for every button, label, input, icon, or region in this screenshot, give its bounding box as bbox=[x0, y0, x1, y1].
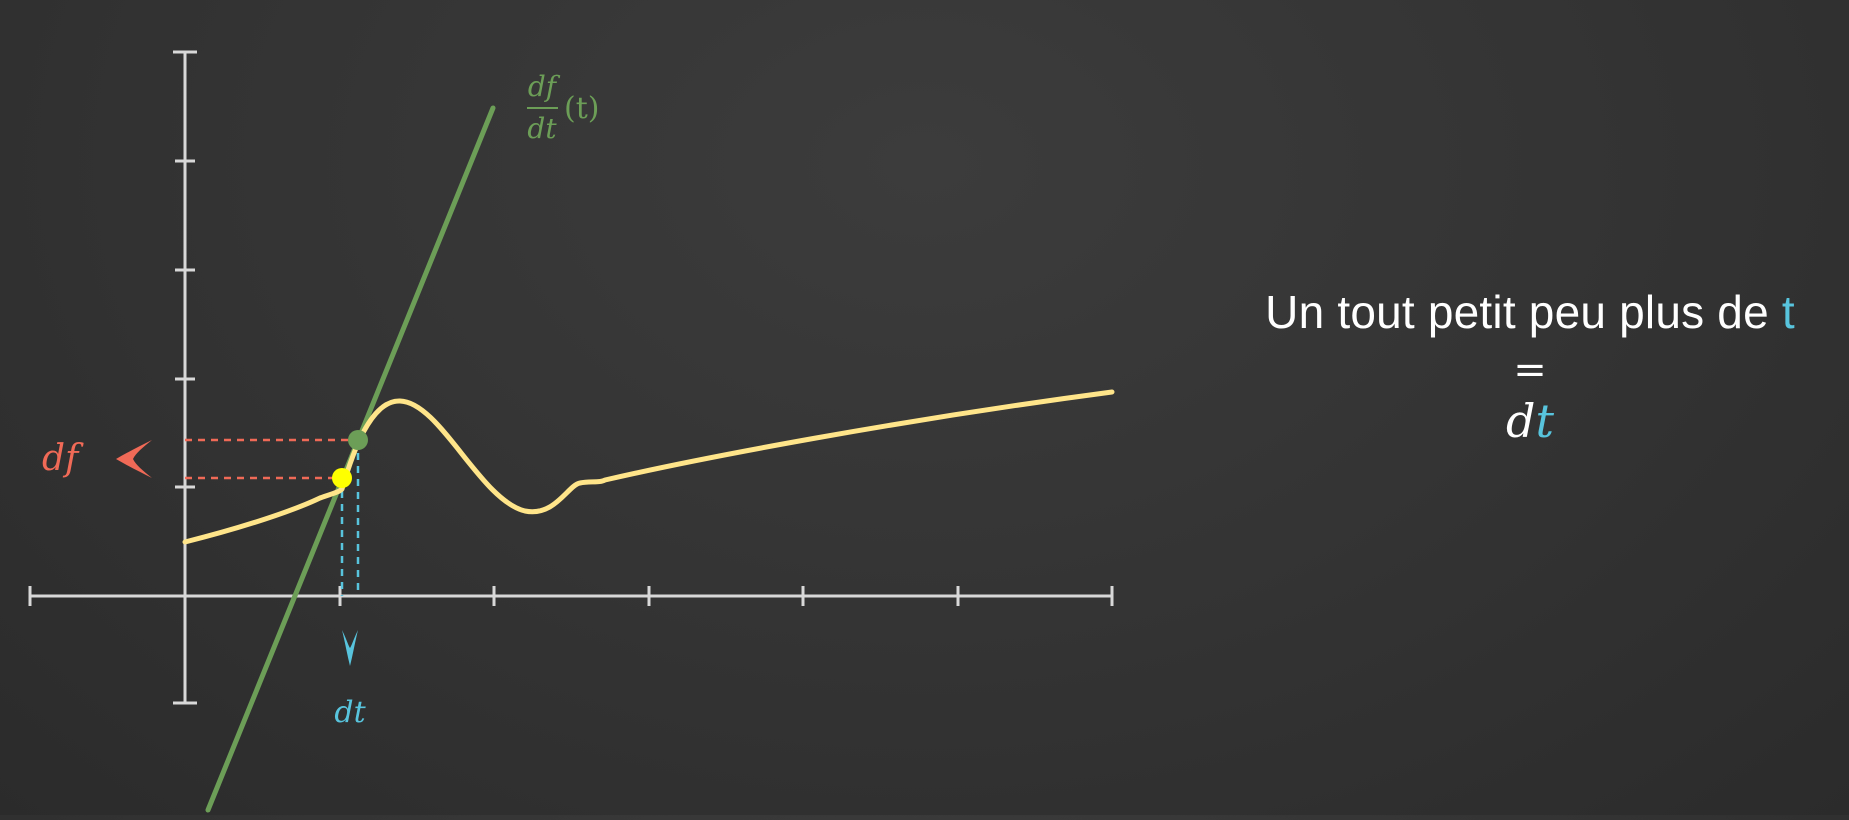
caption-prefix: Un tout petit peu plus de bbox=[1265, 286, 1782, 338]
axis-ticks bbox=[28, 50, 1114, 705]
tangent-label-argument: (t) bbox=[564, 91, 599, 126]
dt-label: dt bbox=[334, 695, 366, 730]
tangent-label-numerator: df bbox=[528, 70, 561, 103]
caption-line-1: Un tout petit peu plus de t bbox=[1230, 285, 1830, 339]
function-curve bbox=[182, 389, 1115, 545]
tangent-label-denominator: dt bbox=[527, 112, 557, 145]
caption-dt: dt bbox=[1230, 395, 1830, 447]
dt-guide-lines bbox=[340, 440, 360, 596]
caption-d: d bbox=[1506, 394, 1536, 448]
tangent-point bbox=[348, 430, 368, 450]
chevron-down-icon bbox=[342, 630, 358, 666]
caption-variable-t: t bbox=[1781, 286, 1795, 338]
caption-t: t bbox=[1535, 394, 1554, 448]
axes bbox=[28, 50, 1114, 705]
caption-equals: = bbox=[1513, 347, 1547, 393]
caption: Un tout petit peu plus de t = dt bbox=[1230, 285, 1830, 447]
df-label: df bbox=[42, 438, 84, 479]
curve-point bbox=[332, 468, 352, 488]
tangent-label: df dt (t) bbox=[527, 70, 599, 145]
chevron-left-icon bbox=[116, 440, 152, 478]
df-guide-lines bbox=[185, 438, 358, 480]
